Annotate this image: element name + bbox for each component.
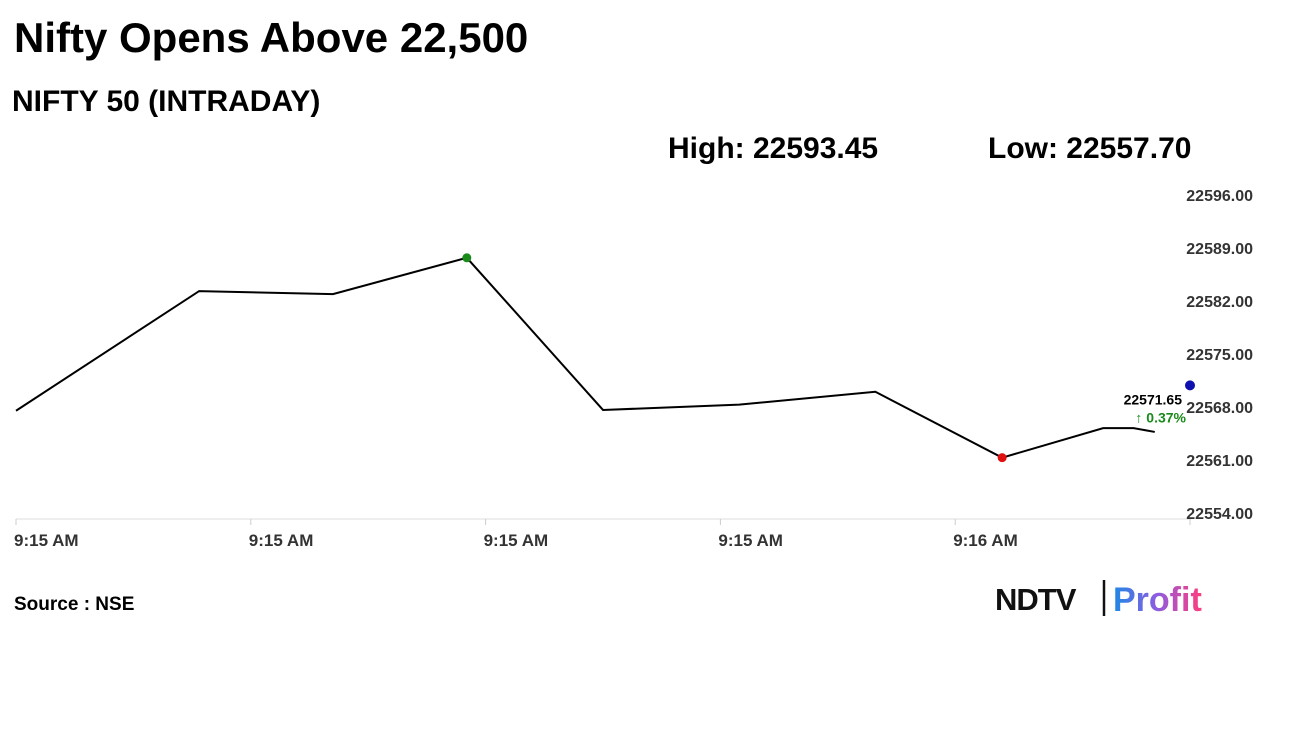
x-tick-label: 9:15 AM [249,531,314,550]
chart-subtitle: NIFTY 50 (INTRADAY) [12,85,320,118]
y-tick-label: 22554.00 [1186,506,1253,523]
last-point [1185,380,1195,391]
low-marker [997,453,1007,463]
x-tick-label: 9:16 AM [953,531,1018,550]
y-tick-label: 22561.00 [1186,453,1253,470]
x-tick-label: 9:15 AM [718,531,783,550]
y-tick-label: 22568.00 [1186,400,1253,417]
high-label: High: 22593.45 [668,132,878,165]
last-value-label: 22571.65 [1124,391,1183,407]
line [15,256,1155,459]
high-marker [462,253,472,263]
source: Source : NSE [14,594,134,615]
change-label: ↑ 0.37% [1135,409,1186,425]
low-label: Low: 22557.70 [988,132,1191,165]
chart-title: Nifty Opens Above 22,500 [14,14,528,61]
x-tick-label: 9:15 AM [484,531,549,550]
y-tick-label: 22596.00 [1186,188,1253,205]
y-tick-label: 22582.00 [1186,294,1253,311]
y-tick-label: 22575.00 [1186,347,1253,364]
logo-left: NDTV [995,582,1077,617]
x-tick-label: 9:15 AM [14,531,79,550]
logo-right: Profit [1113,581,1202,619]
y-tick-label: 22589.00 [1186,241,1253,258]
